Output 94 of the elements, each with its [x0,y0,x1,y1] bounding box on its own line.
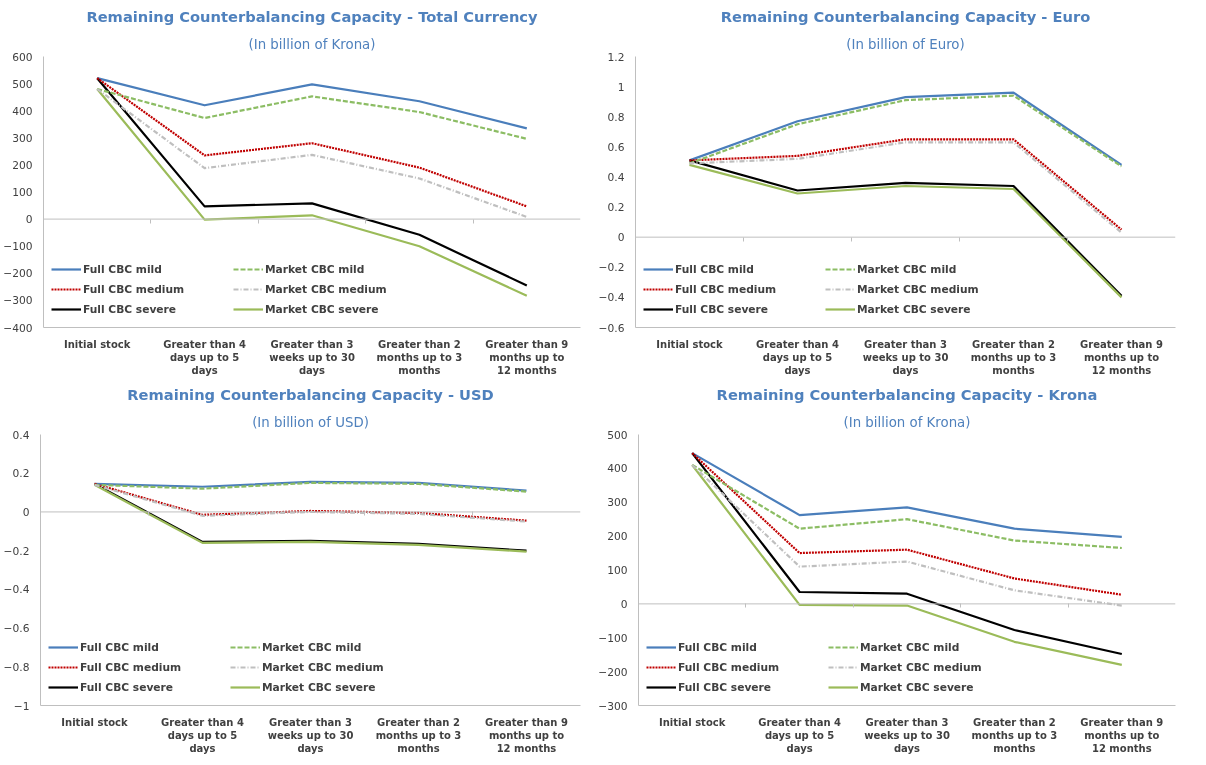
legend-label: Market CBC severe [265,302,380,316]
y-tick-label: 500 [607,428,628,442]
x-tick-label: Greater than 9 months up to 12 months [485,338,569,376]
legend-label: Full CBC mild [80,640,160,654]
legend-label: Market CBC mild [262,640,363,654]
y-tick-label: −300 [598,699,628,713]
x-tick-label: Greater than 2 months up to 3 months [971,716,1058,754]
legend-label: Market CBC medium [860,660,983,674]
x-tick-label: Initial stock [61,716,129,728]
legend-label: Market CBC medium [262,660,385,674]
y-tick-label: −200 [598,665,628,679]
y-tick-label: −0.8 [3,660,30,674]
chart-subtitle: (In billion of Euro) [846,36,965,52]
y-tick-label: −100 [3,240,33,254]
legend-label: Market CBC mild [265,262,366,276]
y-tick-label: 0 [25,213,33,227]
chart-subtitle: (In billion of Krona) [843,414,971,430]
y-tick-label: −1 [13,699,30,713]
y-tick-label: 500 [12,77,33,91]
y-tick-label: 200 [607,530,628,544]
legend-label: Full CBC medium [678,660,781,674]
y-tick-label: 1.2 [607,50,625,64]
legend-label: Full CBC medium [675,282,778,296]
x-tick-label: Initial stock [659,716,726,728]
y-tick-label: −0.6 [598,321,625,335]
line-series [691,463,1123,550]
y-tick-label: 400 [607,462,628,476]
y-tick-label: 0.8 [607,110,625,124]
line-series [96,77,528,130]
x-tick-label: Greater than 9 months up to 12 months [485,716,568,754]
x-tick-label: Greater than 2 months up to 3 months [375,716,462,754]
x-tick-label: Greater than 9 months up to 12 months [1080,716,1164,754]
legend-label: Market CBC severe [262,680,377,694]
legend-label: Full CBC severe [83,302,178,316]
y-tick-label: 0.4 [12,428,30,442]
y-tick-label: −0.6 [3,622,30,636]
legend-label: Market CBC medium [857,282,980,296]
x-tick-label: Initial stock [656,338,724,350]
y-tick-label: 0 [22,505,30,519]
y-tick-label: 0.2 [607,201,625,215]
legend-label: Market CBC mild [860,640,961,654]
y-tick-label: 400 [12,104,33,118]
y-tick-label: −0.2 [598,261,625,275]
y-tick-label: 300 [607,496,628,510]
legend-label: Market CBC mild [857,262,958,276]
legend-label: Market CBC severe [857,302,972,316]
y-tick-label: 0.6 [607,140,625,154]
legend-label: Full CBC medium [83,282,186,296]
y-tick-label: 0.2 [12,467,30,481]
y-tick-label: 600 [12,50,33,64]
y-tick-label: 0 [620,597,628,611]
legend-label: Full CBC mild [83,262,163,276]
x-tick-label: Greater than 9 months up to 12 months [1080,338,1163,376]
legend-label: Full CBC mild [678,640,758,654]
y-tick-label: −0.2 [3,544,30,558]
y-tick-label: −0.4 [3,583,30,597]
x-tick-label: Greater than 2 months up to 3 months [376,338,463,376]
x-tick-label: Greater than 3 weeks up to 30 days [269,338,355,376]
y-tick-label: 100 [607,564,628,577]
y-tick-label: 100 [12,186,33,199]
x-tick-label: Greater than 3 weeks up to 30 days [862,338,949,376]
x-tick-label: Greater than 3 weeks up to 30 days [864,716,950,754]
x-tick-label: Greater than 4 days up to 5 days [758,716,842,754]
legend-label: Full CBC severe [675,302,770,316]
y-tick-label: −400 [3,321,33,335]
chart-subtitle: (In billion of USD) [252,414,369,430]
x-tick-label: Greater than 2 months up to 3 months [970,338,1057,376]
x-tick-label: Greater than 4 days up to 5 days [163,338,247,376]
y-tick-label: −100 [598,631,628,645]
y-tick-label: 0 [617,231,625,245]
x-tick-label: Greater than 4 days up to 5 days [161,716,244,754]
y-tick-label: −200 [3,267,33,281]
y-tick-label: −0.4 [598,291,625,305]
y-tick-label: 0.4 [607,170,625,184]
y-tick-label: −300 [3,294,33,308]
legend-label: Full CBC mild [675,262,755,276]
x-tick-label: Greater than 3 weeks up to 30 days [267,716,354,754]
chart-title: Remaining Counterbalancing Capacity - Total Currency [86,7,539,25]
legend-label: Full CBC severe [678,680,773,694]
y-tick-label: 200 [12,158,33,172]
legend-label: Full CBC severe [80,680,175,694]
line-series [96,87,528,140]
line-series [691,452,1123,538]
legend-label: Market CBC severe [860,680,975,694]
legend-label: Market CBC medium [265,282,388,296]
chart-subtitle: (In billion of Krona) [248,36,376,52]
x-tick-label: Greater than 4 days up to 5 days [756,338,839,376]
chart-title: Remaining Counterbalancing Capacity - USD [127,385,494,403]
legend-label: Full CBC medium [80,660,183,674]
x-tick-label: Initial stock [64,338,131,350]
y-tick-label: 300 [12,131,33,145]
chart-title: Remaining Counterbalancing Capacity - Euro [720,7,1091,25]
chart-title: Remaining Counterbalancing Capacity - Krona [716,385,1098,403]
y-tick-label: 1 [617,80,625,94]
